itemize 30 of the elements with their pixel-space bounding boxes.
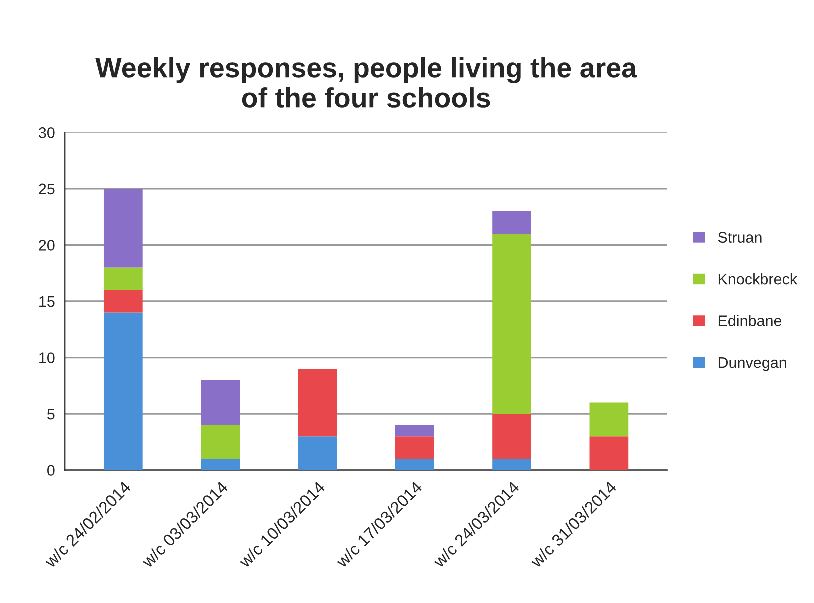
bar xyxy=(298,369,338,437)
bar xyxy=(492,234,532,414)
bar xyxy=(104,290,143,313)
bar xyxy=(395,436,434,460)
bar xyxy=(104,188,143,268)
legend-label: Struan xyxy=(718,232,762,243)
bar xyxy=(590,436,629,470)
bar xyxy=(395,459,434,470)
bar xyxy=(201,425,240,460)
bar xyxy=(492,459,532,470)
y-tick-label: 10 xyxy=(40,352,55,364)
bar xyxy=(492,414,532,460)
bar xyxy=(104,312,143,470)
y-tick-label: 30 xyxy=(38,128,55,138)
legend-label: Knockbreck xyxy=(718,274,798,285)
y-tick-label: 20 xyxy=(39,240,55,251)
y-tick-label: 0 xyxy=(48,465,55,476)
bar xyxy=(104,268,143,290)
bar xyxy=(395,425,434,437)
bar xyxy=(298,436,338,470)
bar xyxy=(590,402,629,437)
bar xyxy=(201,459,240,470)
legend-label: Edinbane xyxy=(718,315,782,326)
legend-label: Dunvegan xyxy=(718,358,786,372)
y-tick-label: 5 xyxy=(48,409,55,420)
y-tick-label: 25 xyxy=(39,184,55,195)
chart-title: Weekly responses, people living the area of the four schools xyxy=(96,57,638,108)
bar xyxy=(492,211,532,234)
y-tick-label: 15 xyxy=(40,296,55,308)
bar xyxy=(201,380,240,426)
